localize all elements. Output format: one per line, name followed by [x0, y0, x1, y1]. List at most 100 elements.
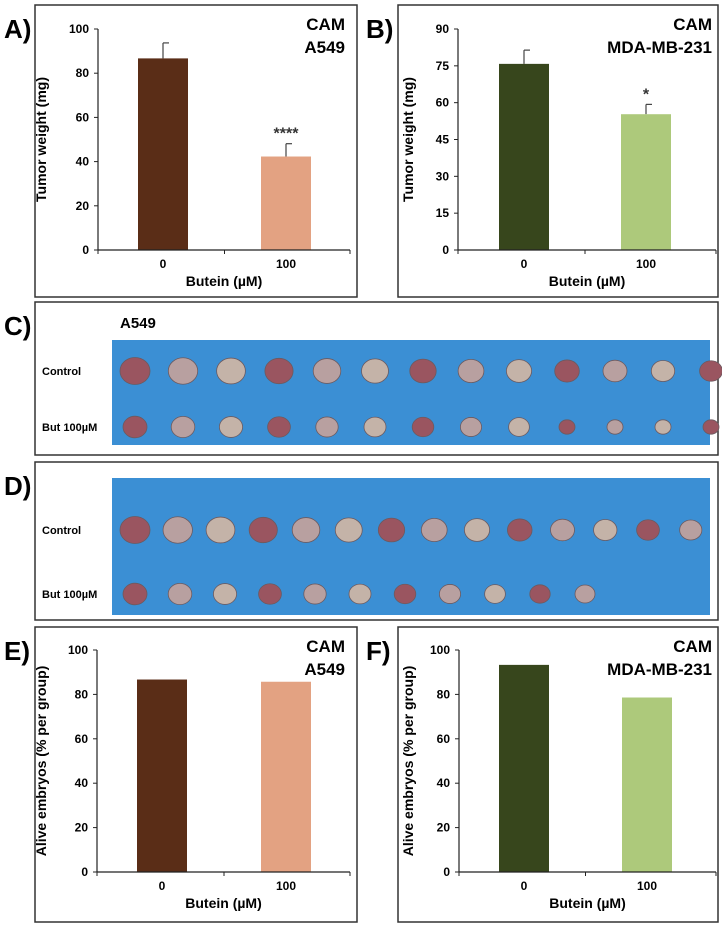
chart-title: MDA-MB-231: [607, 660, 712, 679]
bar-0: [499, 664, 549, 872]
panel-label: A): [4, 14, 31, 44]
row-label: Control: [42, 366, 81, 378]
tumor: [122, 582, 148, 606]
bar-0: [137, 679, 187, 872]
tumor: [212, 583, 237, 605]
tumor: [457, 358, 485, 384]
tumor: [119, 516, 151, 544]
y-tick-label: 0: [81, 865, 88, 879]
tumor: [606, 419, 624, 435]
x-axis-label: Butein (µM): [549, 895, 626, 911]
y-axis-label: Tumor weight (mg): [400, 77, 416, 202]
tumor: [438, 584, 461, 604]
tumor: [459, 417, 482, 437]
tumor: [267, 416, 291, 438]
row-label: But 100µM: [42, 589, 97, 601]
chart-title: CAM: [673, 637, 712, 656]
tumor: [702, 419, 720, 435]
y-tick-label: 80: [75, 687, 89, 701]
bar-0: [499, 63, 549, 250]
tumor: [162, 516, 193, 544]
y-tick-label: 60: [436, 96, 450, 110]
tumor: [679, 519, 703, 541]
y-tick-label: 30: [436, 169, 450, 183]
tumor: [312, 358, 342, 384]
tumor: [119, 357, 151, 385]
panel-label: D): [4, 471, 31, 501]
x-axis-label: Butein (µM): [549, 273, 626, 289]
tumor: [636, 519, 660, 541]
tumor: [699, 360, 722, 382]
y-tick-label: 100: [69, 22, 89, 36]
significance-marker: ****: [274, 126, 300, 143]
x-tick-label: 100: [636, 257, 656, 271]
tumor: [205, 516, 236, 544]
chart-title: A549: [304, 38, 345, 57]
tumor: [122, 415, 148, 439]
bar-0: [138, 58, 188, 250]
tumor: [363, 416, 387, 438]
tumor: [348, 583, 372, 605]
x-tick-label: 0: [521, 879, 528, 893]
x-tick-label: 100: [276, 257, 296, 271]
y-tick-label: 15: [436, 206, 450, 220]
y-tick-label: 90: [436, 22, 450, 36]
tumor: [463, 518, 490, 542]
tumor: [529, 584, 551, 604]
tumor: [167, 357, 199, 385]
y-tick-label: 20: [76, 199, 90, 213]
chart-title: A549: [304, 660, 345, 679]
y-axis-label: Alive embryos (% per group): [400, 666, 416, 857]
y-axis-label: Alive embryos (% per group): [33, 666, 49, 857]
bar-100: [261, 156, 311, 250]
x-tick-label: 0: [159, 879, 166, 893]
panel-label: B): [366, 14, 393, 44]
tumor: [361, 358, 389, 384]
y-tick-label: 20: [437, 821, 451, 835]
y-tick-label: 40: [75, 776, 89, 790]
row-label: But 100µM: [42, 422, 97, 434]
tumor: [167, 582, 193, 606]
tumor: [508, 417, 530, 437]
tumor: [334, 517, 363, 543]
panel-frame: [397, 626, 719, 923]
x-tick-label: 100: [637, 879, 657, 893]
y-tick-label: 75: [436, 59, 450, 73]
tumor: [411, 416, 435, 438]
y-tick-label: 40: [76, 155, 90, 169]
row-label: Control: [42, 525, 81, 537]
y-tick-label: 60: [76, 110, 90, 124]
y-tick-label: 0: [443, 865, 450, 879]
y-tick-label: 40: [437, 776, 451, 790]
y-tick-label: 80: [437, 687, 451, 701]
tumor: [291, 517, 321, 543]
tumor: [554, 359, 580, 383]
bar-100: [622, 697, 672, 872]
y-tick-label: 80: [76, 66, 90, 80]
tumor: [550, 518, 575, 542]
y-tick-label: 45: [436, 133, 450, 147]
tumor: [218, 416, 243, 438]
panel-frame: [34, 626, 358, 923]
chart-title: CAM: [306, 637, 345, 656]
bar-100: [261, 681, 311, 872]
panel-label: E): [4, 636, 30, 666]
tumor: [558, 419, 576, 435]
panel-frame: [397, 4, 719, 298]
tumor: [393, 583, 417, 605]
x-tick-label: 0: [521, 257, 528, 271]
tumor: [315, 416, 339, 438]
tumor: [507, 518, 533, 542]
tumor: [409, 358, 437, 384]
tumor: [484, 584, 506, 604]
tumor: [602, 359, 628, 383]
x-axis-label: Butein (µM): [186, 273, 263, 289]
significance-marker: *: [643, 86, 650, 103]
tumor: [216, 357, 246, 385]
panel-frame: [34, 4, 358, 298]
x-tick-label: 0: [160, 257, 167, 271]
panel-label: F): [366, 636, 391, 666]
y-tick-label: 100: [430, 643, 450, 657]
